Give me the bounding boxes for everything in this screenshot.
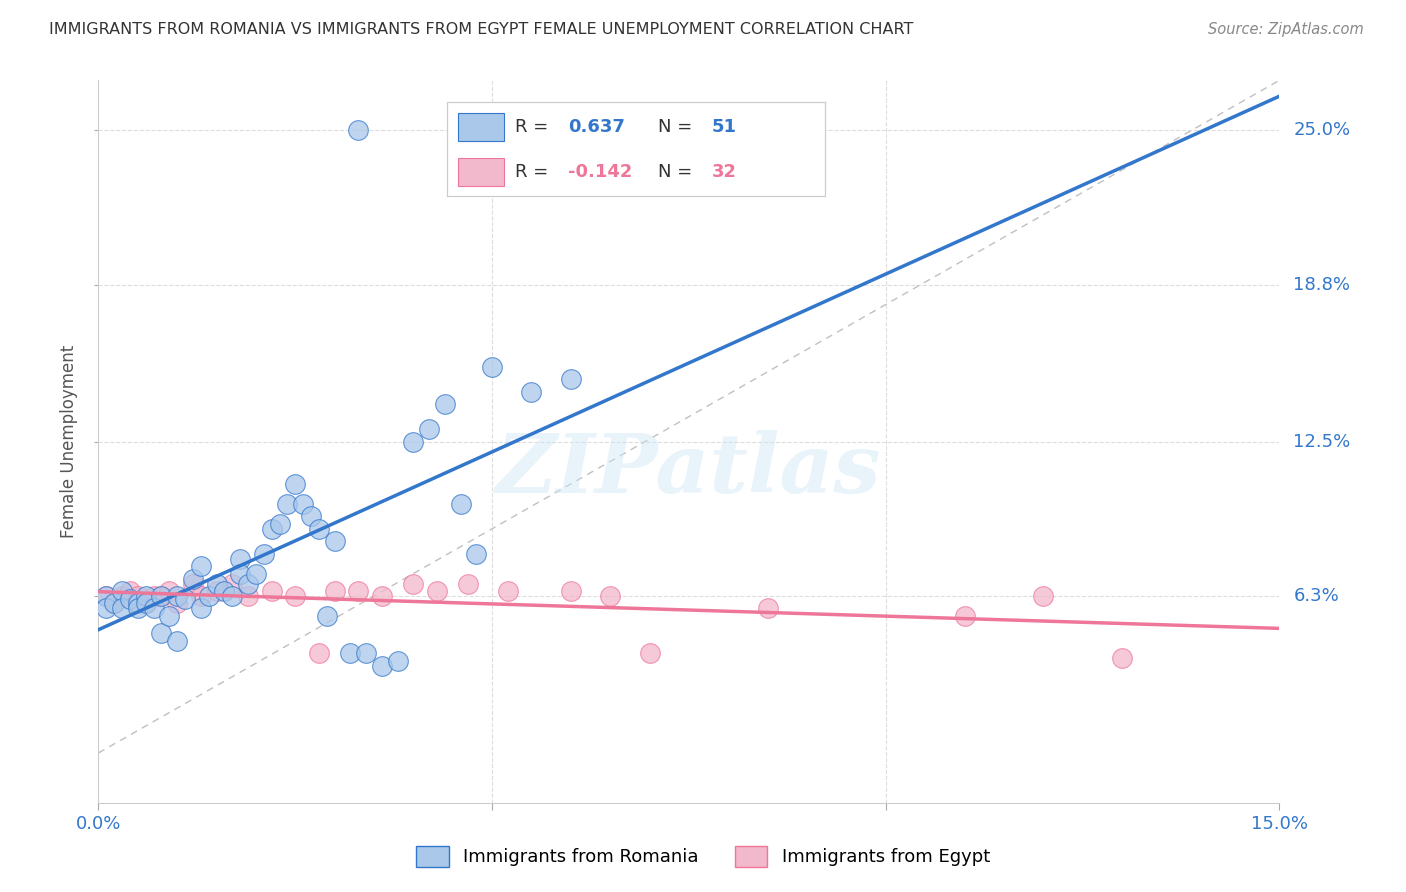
- Point: [205, 576, 228, 591]
- Point: [214, 584, 236, 599]
- Point: [118, 584, 141, 599]
- Text: 12.5%: 12.5%: [1294, 433, 1351, 450]
- Point: [157, 609, 180, 624]
- Point: [221, 589, 243, 603]
- Point: [284, 589, 307, 603]
- Point: [142, 589, 165, 603]
- Point: [166, 589, 188, 603]
- Point: [166, 633, 188, 648]
- Point: [135, 589, 157, 603]
- Point: [433, 397, 456, 411]
- Point: [118, 591, 141, 606]
- Text: 25.0%: 25.0%: [1294, 121, 1351, 139]
- Point: [96, 589, 118, 603]
- Text: 6.3%: 6.3%: [1294, 587, 1339, 605]
- Text: Source: ZipAtlas.com: Source: ZipAtlas.com: [1208, 22, 1364, 37]
- Point: [308, 646, 330, 660]
- Point: [236, 576, 259, 591]
- Point: [229, 566, 252, 581]
- Point: [638, 646, 661, 660]
- Point: [260, 584, 283, 599]
- Point: [599, 589, 621, 603]
- Point: [269, 516, 291, 531]
- Point: [229, 551, 252, 566]
- Point: [166, 597, 188, 611]
- Point: [181, 572, 204, 586]
- Text: ZIPatlas: ZIPatlas: [496, 431, 882, 510]
- Point: [96, 589, 118, 603]
- Point: [520, 384, 543, 399]
- Point: [450, 497, 472, 511]
- Point: [371, 589, 394, 603]
- Point: [135, 597, 157, 611]
- Point: [111, 584, 134, 599]
- Point: [245, 566, 267, 581]
- Point: [496, 584, 519, 599]
- Point: [402, 576, 425, 591]
- Point: [111, 601, 134, 615]
- Text: 18.8%: 18.8%: [1294, 276, 1350, 293]
- Point: [111, 589, 134, 603]
- Point: [1032, 589, 1054, 603]
- Point: [1111, 651, 1133, 665]
- Point: [402, 434, 425, 449]
- Point: [284, 476, 307, 491]
- Text: IMMIGRANTS FROM ROMANIA VS IMMIGRANTS FROM EGYPT FEMALE UNEMPLOYMENT CORRELATION: IMMIGRANTS FROM ROMANIA VS IMMIGRANTS FR…: [49, 22, 914, 37]
- Point: [481, 359, 503, 374]
- Point: [426, 584, 449, 599]
- Point: [371, 658, 394, 673]
- Point: [127, 601, 149, 615]
- Point: [190, 559, 212, 574]
- Point: [197, 589, 219, 603]
- Point: [157, 584, 180, 599]
- Point: [347, 584, 370, 599]
- Point: [457, 576, 479, 591]
- Point: [205, 584, 228, 599]
- Point: [253, 547, 276, 561]
- Point: [181, 576, 204, 591]
- Point: [418, 422, 440, 436]
- Point: [260, 522, 283, 536]
- Point: [323, 584, 346, 599]
- Point: [150, 626, 173, 640]
- Point: [221, 576, 243, 591]
- Point: [315, 609, 337, 624]
- Point: [190, 589, 212, 603]
- Point: [299, 509, 322, 524]
- Point: [142, 601, 165, 615]
- Point: [756, 601, 779, 615]
- Point: [347, 123, 370, 137]
- Point: [103, 597, 125, 611]
- Point: [127, 589, 149, 603]
- Point: [127, 597, 149, 611]
- Point: [308, 522, 330, 536]
- Point: [354, 646, 377, 660]
- Point: [323, 534, 346, 549]
- Point: [190, 601, 212, 615]
- Point: [560, 372, 582, 386]
- Point: [465, 547, 488, 561]
- Point: [174, 591, 197, 606]
- Point: [292, 497, 315, 511]
- Point: [236, 589, 259, 603]
- Point: [135, 597, 157, 611]
- Legend: Immigrants from Romania, Immigrants from Egypt: Immigrants from Romania, Immigrants from…: [409, 838, 997, 874]
- Y-axis label: Female Unemployment: Female Unemployment: [60, 345, 79, 538]
- Point: [96, 601, 118, 615]
- Point: [953, 609, 976, 624]
- Point: [339, 646, 361, 660]
- Point: [103, 597, 125, 611]
- Point: [276, 497, 298, 511]
- Point: [150, 589, 173, 603]
- Point: [560, 584, 582, 599]
- Point: [150, 589, 173, 603]
- Point: [387, 654, 409, 668]
